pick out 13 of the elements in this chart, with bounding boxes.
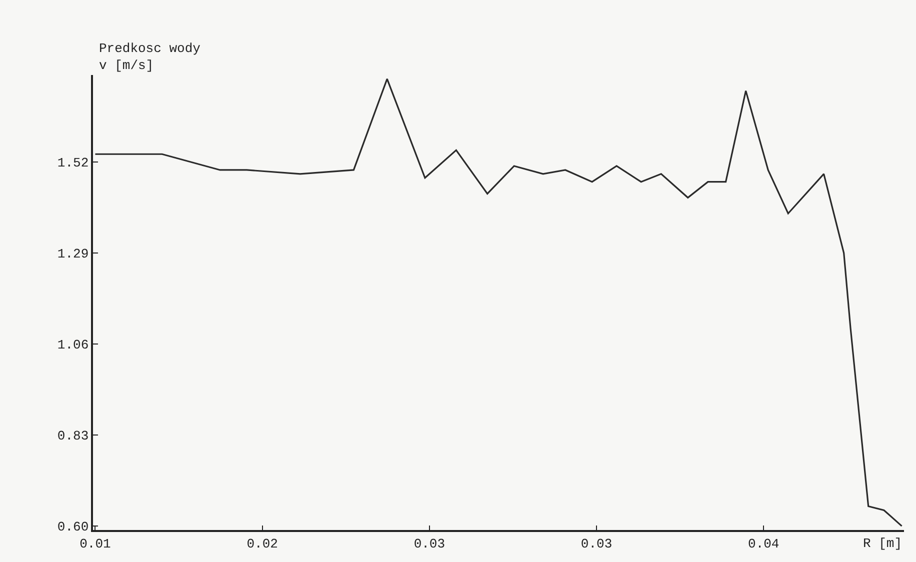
y-axis-title: Predkosc wody v [m/s] bbox=[99, 41, 201, 73]
y-tick-label: 0.60 bbox=[57, 520, 89, 535]
y-tick-label: 1.52 bbox=[57, 156, 89, 171]
x-tick-label: 0.02 bbox=[246, 536, 278, 552]
y-tick-label: 0.83 bbox=[57, 428, 89, 444]
x-axis-title: R [m] bbox=[863, 536, 902, 551]
line-series bbox=[94, 78, 903, 527]
y-tick-label: 1.06 bbox=[57, 338, 89, 353]
x-tick-label: 0.04 bbox=[748, 536, 780, 552]
y-tick-label: 1.29 bbox=[57, 246, 89, 262]
x-tick-label: 0.01 bbox=[80, 536, 112, 552]
x-tick-label: 0.03 bbox=[580, 536, 612, 552]
x-tick-label: 0.03 bbox=[414, 536, 446, 552]
